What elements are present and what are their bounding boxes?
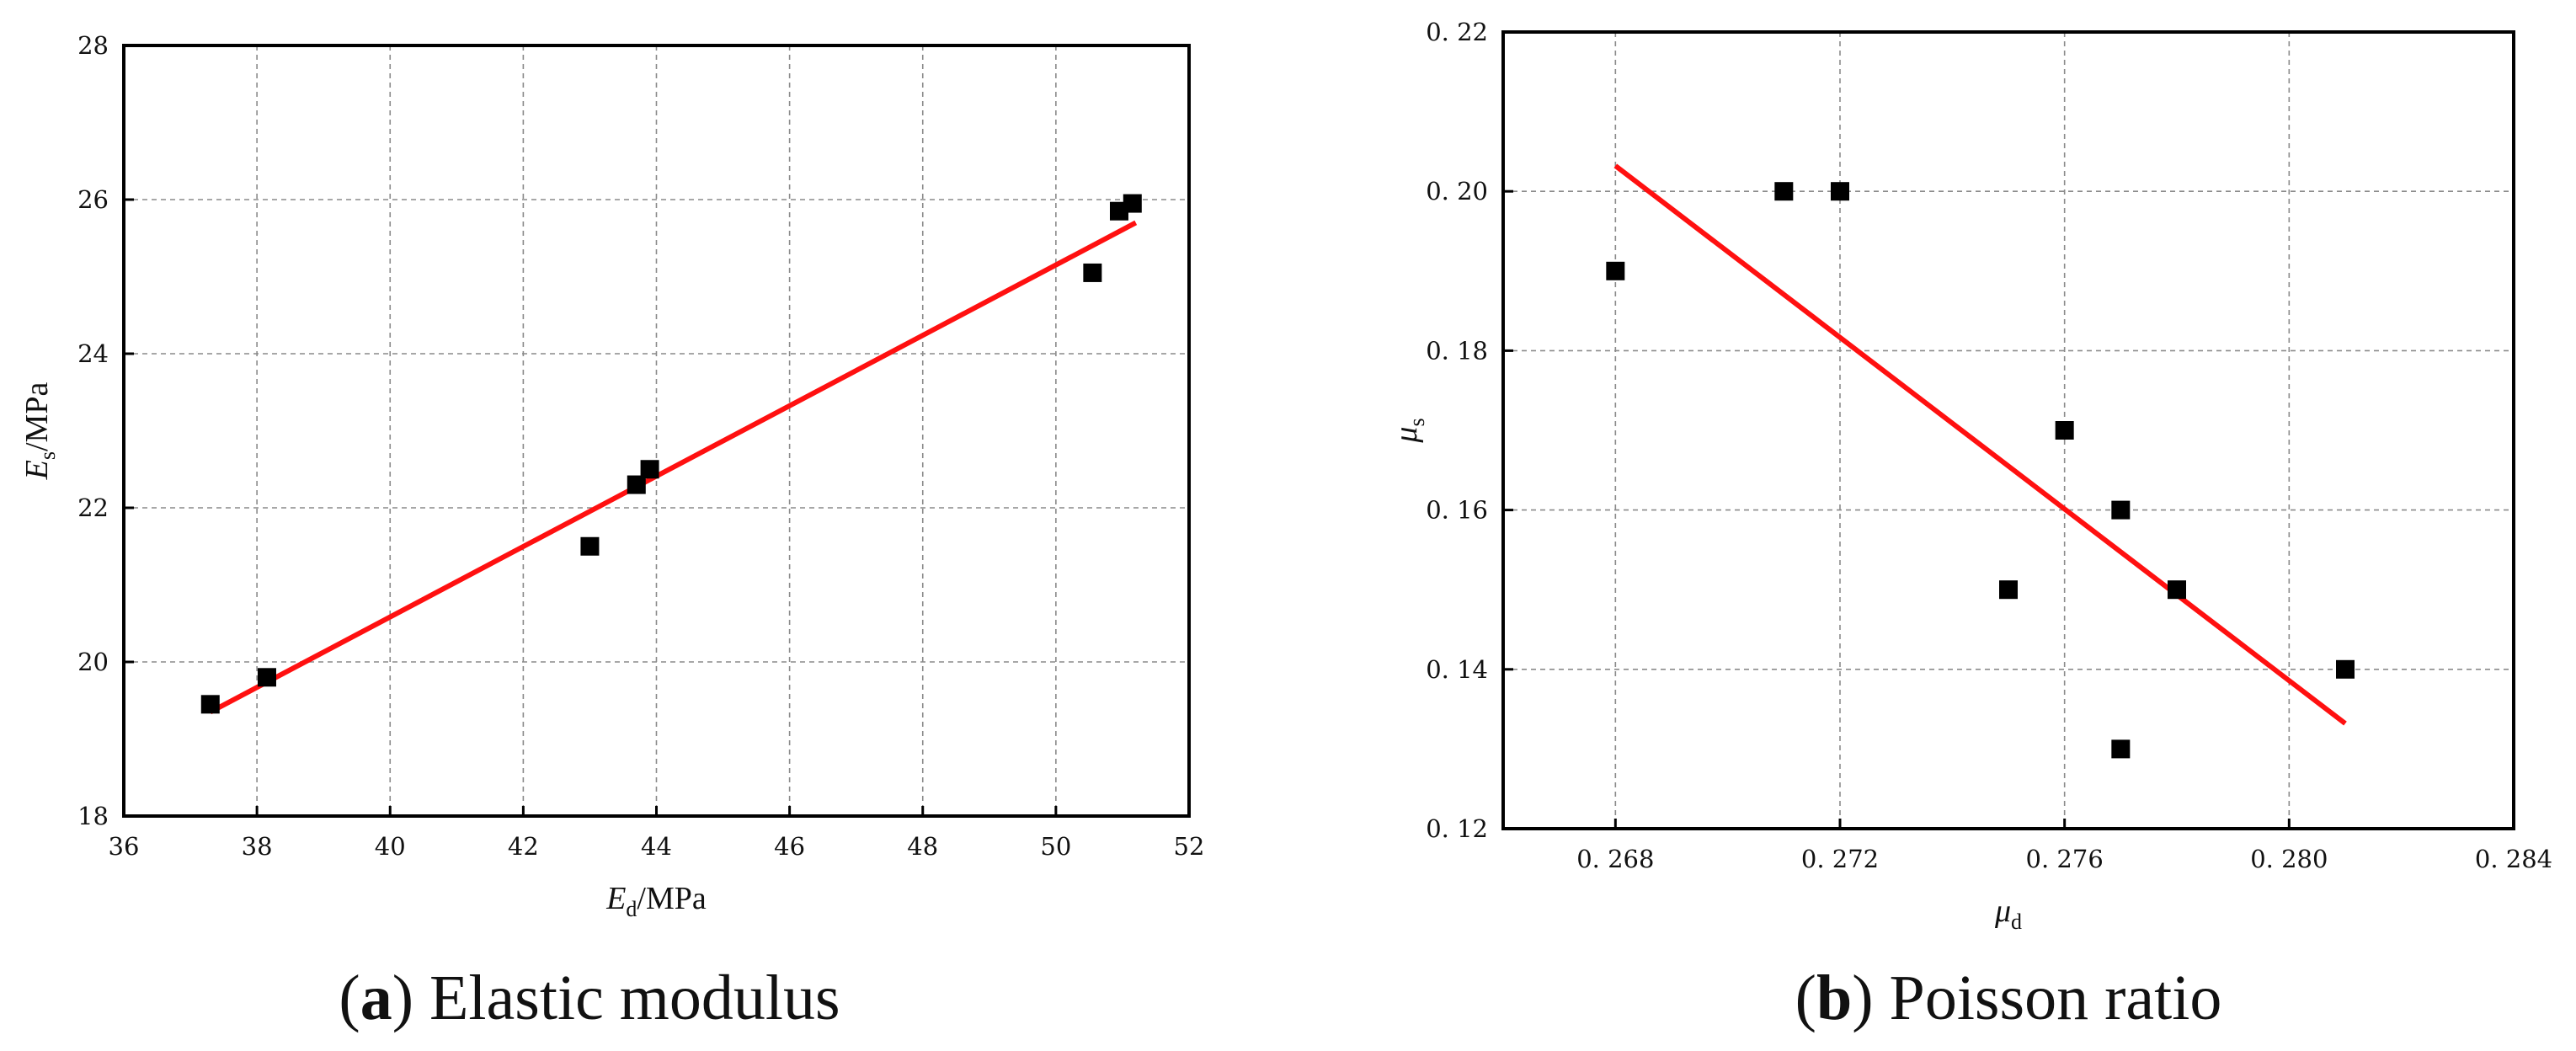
data-point <box>1774 182 1794 201</box>
y-tick-label: 26 <box>77 185 109 214</box>
data-point <box>2111 500 2131 520</box>
x-tick-label: 42 <box>508 832 539 861</box>
y-tick-label: 0. 22 <box>1426 18 1488 46</box>
y-tick-label: 28 <box>77 31 109 60</box>
caption-text: Poisson ratio <box>1890 963 2222 1033</box>
x-tick-label: 0. 284 <box>2475 845 2552 873</box>
x-tick-label: 44 <box>641 832 672 861</box>
x-axis-label-subscript: d <box>626 897 637 921</box>
x-tick-label: 38 <box>242 832 273 861</box>
data-point <box>2336 659 2355 679</box>
data-point <box>200 695 220 714</box>
x-tick-label: 48 <box>907 832 938 861</box>
y-tick-label: 24 <box>77 339 109 368</box>
data-point <box>627 475 646 494</box>
x-tick-label: 50 <box>1040 832 1071 861</box>
x-axis-label: μd <box>1994 894 2022 934</box>
data-point <box>580 536 600 556</box>
y-tick-label: 18 <box>77 802 109 830</box>
panel-a-elastic-modulus: 36 38 40 42 44 46 48 50 52182022242628Ed/MPaEs/M… <box>19 31 1204 1033</box>
caption-close-paren: ) <box>392 963 429 1033</box>
y-axis-label: Es/MPa <box>19 382 60 481</box>
panel-b-poisson-ratio: 0. 268 0. 272 0. 276 0. 280 0. 284 0. 12 0. 14… <box>1389 18 2552 1033</box>
caption-open-paren: ( <box>1795 963 1816 1033</box>
y-tick-label: 0. 18 <box>1426 336 1488 365</box>
y-tick-label: 0. 14 <box>1426 655 1488 684</box>
y-axis-label-unit: /MPa <box>19 382 55 451</box>
y-axis-label-symbol: μ <box>1389 427 1424 444</box>
y-axis-label-subscript: s <box>35 451 60 460</box>
x-tick-label: 0. 272 <box>1801 845 1879 873</box>
plot-frame <box>1501 30 2515 830</box>
data-point <box>1606 261 1625 280</box>
x-axis-label-symbol: E <box>605 881 626 916</box>
y-tick-label: 20 <box>77 648 109 676</box>
x-tick-label: 36 <box>109 832 140 861</box>
x-tick-label: 52 <box>1174 832 1205 861</box>
data-point <box>257 668 276 687</box>
panel-caption: (b) Poisson ratio <box>1795 963 2222 1033</box>
x-tick-label: 0. 276 <box>2026 845 2104 873</box>
data-point <box>640 460 659 479</box>
data-point <box>2055 421 2074 440</box>
data-point <box>1831 182 1849 201</box>
regression-line <box>209 220 1138 715</box>
x-axis-label-subscript: d <box>2011 910 2022 934</box>
y-tick-label: 22 <box>77 493 109 522</box>
y-tick-label: 0. 20 <box>1426 177 1488 205</box>
y-axis-label-symbol: E <box>19 460 55 480</box>
x-tick-label: 0. 280 <box>2250 845 2328 873</box>
caption-close-paren: ) <box>1852 963 1889 1033</box>
data-point <box>2168 580 2186 600</box>
data-point <box>1123 194 1142 213</box>
y-axis-label: μs <box>1389 418 1429 443</box>
panel-caption: (a) Elastic modulus <box>339 963 840 1033</box>
y-tick-label: 0. 16 <box>1426 496 1488 525</box>
regression-line <box>1613 163 2347 726</box>
x-axis-label-unit: /MPa <box>637 881 706 916</box>
caption-letter: b <box>1816 963 1852 1033</box>
caption-letter: a <box>360 963 392 1033</box>
x-axis-label: Ed/MPa <box>605 881 707 921</box>
data-point <box>1083 263 1102 282</box>
x-tick-label: 46 <box>774 832 805 861</box>
y-tick-label: 0. 12 <box>1426 814 1488 843</box>
data-point <box>1999 580 2018 600</box>
x-tick-label: 40 <box>375 832 406 861</box>
caption-text: Elastic modulus <box>429 963 840 1033</box>
x-axis-label-symbol: μ <box>1994 894 2011 929</box>
x-tick-label: 0. 268 <box>1576 845 1654 873</box>
y-axis-label-subscript: s <box>1405 418 1429 426</box>
caption-open-paren: ( <box>339 963 360 1033</box>
data-point <box>2111 739 2131 759</box>
